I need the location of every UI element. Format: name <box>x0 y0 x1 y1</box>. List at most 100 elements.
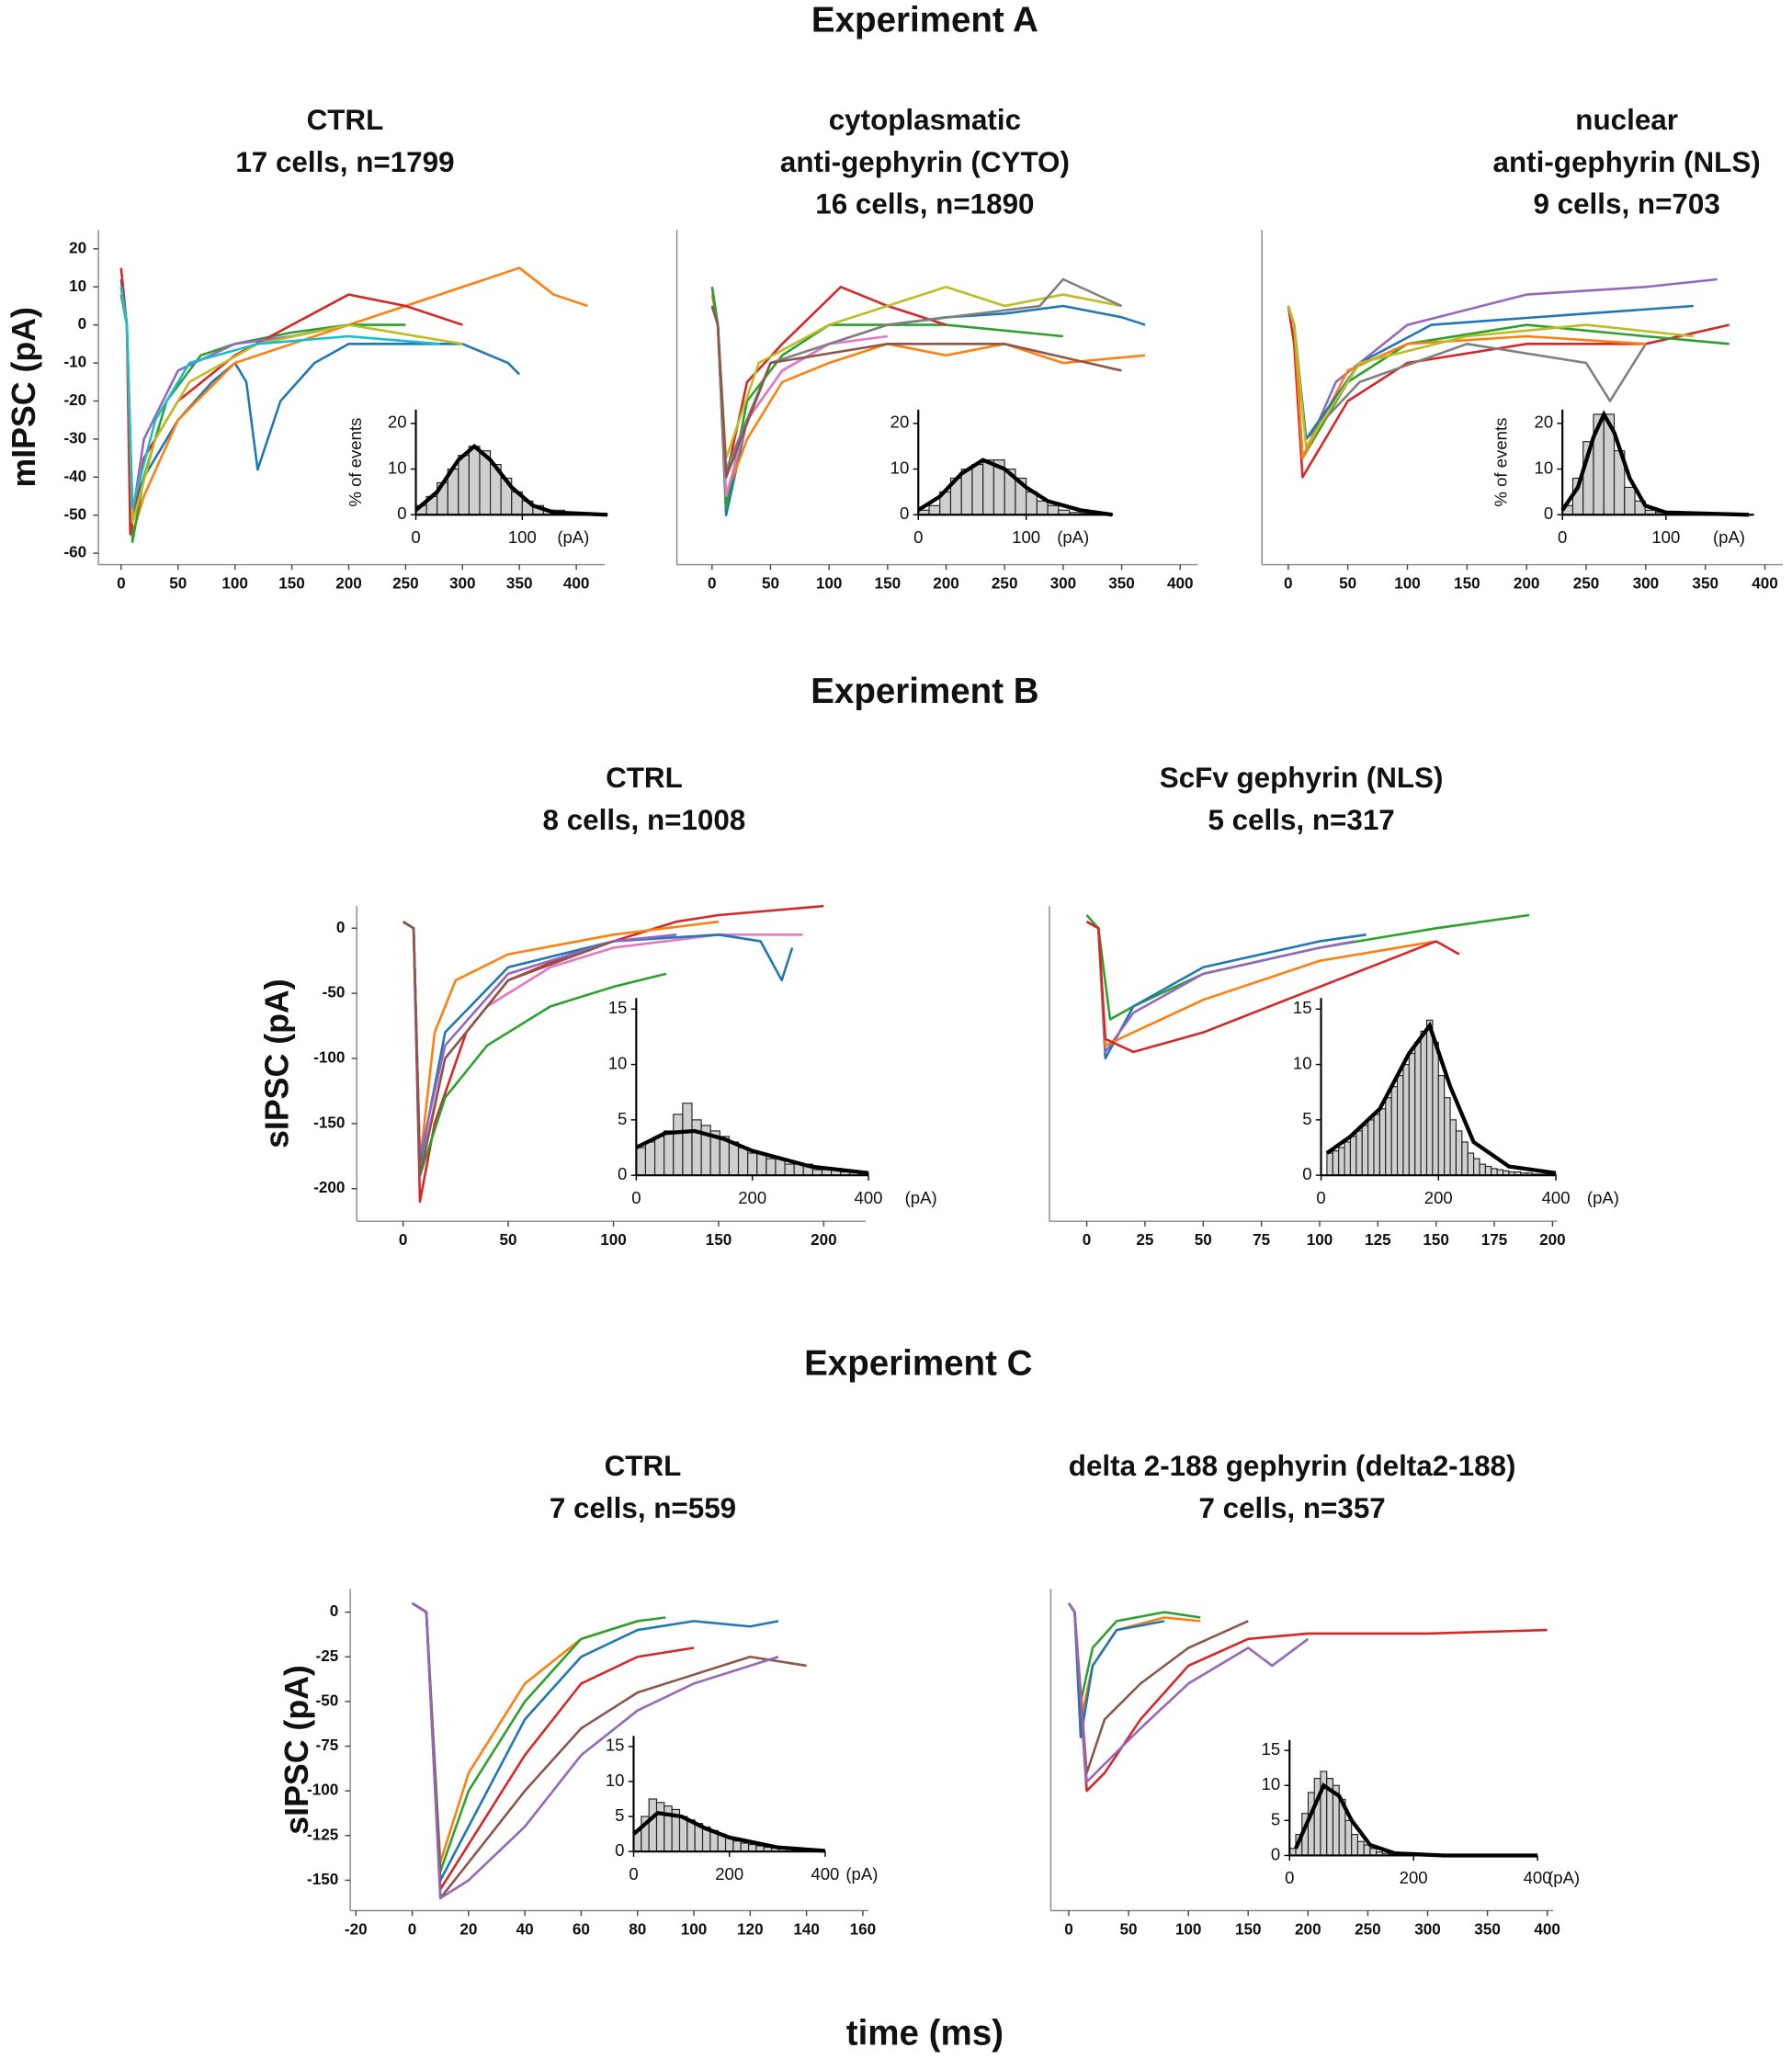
trace <box>119 287 463 525</box>
trace <box>411 1601 639 1864</box>
x-tick-label: 60 <box>573 1919 590 1938</box>
x-tick-label: 150 <box>1235 1919 1262 1938</box>
inset-x-label: (pA) <box>905 1188 937 1207</box>
histogram-bar <box>1402 1063 1410 1176</box>
x-tick-label: 140 <box>793 1919 820 1938</box>
trace <box>119 287 349 516</box>
inset-x-tick-label: 0 <box>1316 1188 1325 1207</box>
x-tick-label: 50 <box>169 574 187 593</box>
y-tick-label: 20 <box>69 238 86 256</box>
inset-x-label: (pA) <box>845 1864 878 1884</box>
fit-curve <box>1560 410 1750 517</box>
inset-y-tick-label: 10 <box>1262 1774 1281 1793</box>
histogram-bar <box>1455 1130 1463 1176</box>
x-tick-label: 100 <box>681 1919 708 1938</box>
histogram-bar <box>1484 1165 1492 1176</box>
histogram-bar <box>756 1152 767 1176</box>
x-tick-label: 250 <box>1573 574 1600 593</box>
histogram-bar <box>1349 1136 1357 1176</box>
panel-title: 9 cells, n=703 <box>1533 188 1719 221</box>
trace <box>1287 305 1646 459</box>
y-tick-label: -60 <box>63 543 86 561</box>
trace <box>1085 921 1436 1047</box>
histogram-bar <box>1047 504 1060 515</box>
inset-y-tick-label: 10 <box>388 458 407 477</box>
trace <box>710 285 947 479</box>
trace <box>710 277 1123 471</box>
panel-title: 7 cells, n=559 <box>550 1492 736 1524</box>
trace <box>710 285 1122 459</box>
y-tick-label: 10 <box>69 277 86 295</box>
histogram-bar <box>678 1816 688 1852</box>
histogram-bar <box>1467 1152 1475 1176</box>
panel-title: cytoplasmatic <box>829 104 1021 136</box>
inset-x-tick-label: 200 <box>1400 1868 1428 1887</box>
inset-y-tick-label: 0 <box>615 1840 624 1860</box>
panel-title: nuclear <box>1575 104 1678 136</box>
panel-title: 17 cells, n=1799 <box>235 146 454 178</box>
y-tick-label: -100 <box>313 1048 345 1067</box>
histogram-bar <box>747 1843 757 1852</box>
x-tick-label: 400 <box>1167 574 1194 593</box>
inset-y-tick-label: 0 <box>397 503 406 523</box>
trace <box>1067 1602 1548 1793</box>
inset-y-tick-label: 10 <box>608 1053 628 1072</box>
inset-x-label: (pA) <box>1548 1868 1580 1887</box>
histogram-bar <box>1420 1030 1428 1176</box>
inset-y-tick-label: 0 <box>900 503 909 523</box>
inset-x-tick-label: 100 <box>508 527 537 547</box>
histogram-bar <box>458 455 470 515</box>
x-tick-label: 200 <box>933 574 959 593</box>
trace <box>1287 305 1694 448</box>
x-tick-label: 100 <box>1175 1919 1202 1938</box>
x-tick-label: 250 <box>392 574 419 593</box>
x-axis-label: time (ms) <box>846 2013 1004 2053</box>
histogram-bar <box>653 1136 665 1176</box>
histogram-bar <box>1461 1141 1469 1176</box>
panel: nuclear anti-gephyrin (NLS) 9 cells, n=703… <box>1261 104 1784 593</box>
histogram-bar <box>635 1147 647 1176</box>
panel: CTRL 7 cells, n=559 sIPSC (pA) -20 0 20 40 60 80… <box>278 1450 878 1938</box>
histogram-bar <box>1408 1052 1416 1176</box>
y-tick-label: -30 <box>63 428 86 447</box>
x-tick-label: 20 <box>459 1919 477 1938</box>
panel-title: 8 cells, n=1008 <box>543 804 746 836</box>
y-tick-label: -20 <box>63 390 86 409</box>
x-tick-label: 100 <box>221 574 248 593</box>
inset-y-tick-label: 10 <box>606 1771 625 1790</box>
y-tick-label: -50 <box>323 983 346 1001</box>
histogram-bar <box>737 1147 749 1176</box>
inset-y-tick-label: 15 <box>606 1736 625 1755</box>
histogram-bar <box>1385 1097 1392 1176</box>
trace <box>402 921 803 1171</box>
histogram-bar <box>1437 1075 1446 1176</box>
inset-x-tick-label: 400 <box>855 1188 883 1207</box>
x-tick-label: 0 <box>1083 1230 1092 1249</box>
panel-title: 16 cells, n=1890 <box>815 188 1034 221</box>
y-tick-label: 0 <box>78 314 87 333</box>
x-tick-label: 300 <box>1414 1919 1441 1938</box>
trace <box>710 305 1122 479</box>
x-tick-label: 300 <box>1633 574 1660 593</box>
histogram-bar <box>1444 1097 1451 1176</box>
inset-y-tick-label: 20 <box>1535 413 1554 432</box>
histogram-bar <box>1369 1848 1378 1857</box>
x-tick-label: 0 <box>399 1230 408 1249</box>
x-tick-label: 100 <box>816 574 843 593</box>
inset-y-tick-label: 0 <box>1302 1164 1311 1183</box>
panel-title: 5 cells, n=317 <box>1208 804 1394 836</box>
y-tick-label: -100 <box>307 1781 338 1799</box>
x-tick-label: 200 <box>1514 574 1540 593</box>
x-tick-label: 120 <box>737 1919 764 1938</box>
histogram-bar <box>1361 1125 1369 1176</box>
x-tick-label: 50 <box>762 574 779 593</box>
panel-title: CTRL <box>606 762 683 794</box>
y-tick-label: -125 <box>307 1825 339 1843</box>
inset-y-tick-label: 5 <box>618 1109 627 1128</box>
panel-title: CTRL <box>605 1450 682 1482</box>
inset-x-tick-label: 0 <box>913 527 923 547</box>
histogram-bar <box>982 459 995 515</box>
trace <box>1085 921 1367 1060</box>
histogram-bar <box>1378 1108 1387 1176</box>
